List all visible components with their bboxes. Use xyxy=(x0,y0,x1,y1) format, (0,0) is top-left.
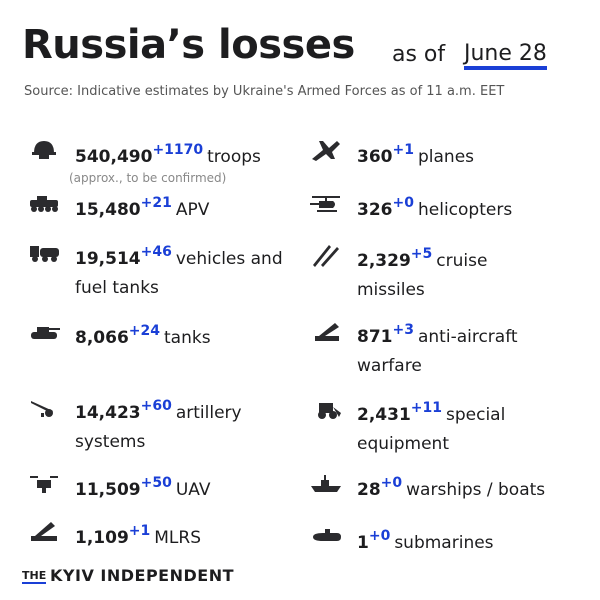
icon xyxy=(313,245,339,267)
change: +3 xyxy=(392,322,414,338)
total: 2,329 xyxy=(357,251,411,271)
change: +1 xyxy=(128,523,151,539)
loss-item: 15,480+21 APV xyxy=(75,189,305,225)
loss-item: 1,109+1 MLRS xyxy=(75,517,305,553)
total: 15,480 xyxy=(75,200,141,220)
total: 8,066 xyxy=(75,328,129,348)
total: 28 xyxy=(357,480,381,500)
total: 11,509 xyxy=(75,480,141,500)
total: 1 xyxy=(357,533,369,553)
label: anti-aircraft warfare xyxy=(357,327,518,376)
change: +0 xyxy=(392,195,414,211)
loss-item: 871+3 anti-aircraft warfare xyxy=(357,316,547,381)
loss-item: 1+0 submarines xyxy=(357,522,587,558)
label: MLRS xyxy=(154,528,202,548)
icon xyxy=(311,475,341,492)
total: 326 xyxy=(357,200,393,220)
label: vehicles and fuel tanks xyxy=(75,249,283,298)
change: +5 xyxy=(410,246,433,262)
loss-item: 540,490+1170 troops (approx., to be confir… xyxy=(69,136,305,184)
change: +1 xyxy=(392,142,414,158)
loss-item: 2,431+11 special equipment xyxy=(357,394,527,459)
change: +0 xyxy=(368,528,391,544)
loss-item: 8,066+24 tanks xyxy=(75,317,305,353)
loss-item: 326+0 helicopters xyxy=(357,189,577,225)
icon xyxy=(315,323,339,341)
label: artillery systems xyxy=(75,403,242,452)
icon xyxy=(31,327,60,339)
loss-item: 11,509+50 UAV xyxy=(75,469,305,505)
label: submarines xyxy=(394,533,494,553)
note: (approx., to be confirmed) xyxy=(69,171,227,185)
total: 360 xyxy=(357,147,393,167)
total: 540,490 xyxy=(75,147,153,167)
change: +60 xyxy=(140,398,172,414)
icon xyxy=(30,476,58,493)
label: APV xyxy=(175,200,210,220)
loss-item: 2,329+5 cruise missiles xyxy=(357,240,507,305)
loss-item: 14,423+60 artillery systems xyxy=(75,392,275,457)
label: warships / boats xyxy=(406,480,546,500)
loss-item: 28+0 warships / boats xyxy=(357,469,587,505)
icon xyxy=(30,246,59,262)
icon xyxy=(32,141,56,159)
icon xyxy=(318,403,341,419)
change: +11 xyxy=(410,400,442,416)
total: 871 xyxy=(357,327,393,347)
change: +46 xyxy=(140,244,172,260)
loss-item: 19,514+46 vehicles and fuel tanks xyxy=(75,238,300,303)
footer-name: KYIV INDEPENDENT xyxy=(50,566,235,585)
icon xyxy=(313,529,341,541)
change: +0 xyxy=(380,475,403,491)
date: June 28 xyxy=(464,42,547,70)
label: UAV xyxy=(175,480,211,500)
label: cruise missiles xyxy=(357,251,488,300)
change: +1170 xyxy=(152,142,204,158)
icon xyxy=(31,522,57,541)
total: 1,109 xyxy=(75,528,129,548)
label: tanks xyxy=(164,328,211,348)
as-of: as of xyxy=(392,42,446,67)
total: 19,514 xyxy=(75,249,141,269)
label: special equipment xyxy=(357,405,506,454)
footer-the: THE xyxy=(22,569,47,584)
total: 2,431 xyxy=(357,405,411,425)
icon xyxy=(310,196,340,212)
icon xyxy=(312,141,340,161)
change: +50 xyxy=(140,475,172,491)
change: +24 xyxy=(128,323,160,339)
icon xyxy=(31,401,53,417)
source: Source: Indicative estimates by Ukraine'… xyxy=(24,84,505,99)
label: helicopters xyxy=(417,200,513,220)
label: planes xyxy=(417,147,475,167)
change: +21 xyxy=(140,195,172,211)
label: troops xyxy=(207,147,261,167)
icon xyxy=(30,196,58,212)
title: Russia’s losses xyxy=(22,22,355,68)
total: 14,423 xyxy=(75,403,141,423)
loss-item: 360+1 planes xyxy=(357,136,577,172)
